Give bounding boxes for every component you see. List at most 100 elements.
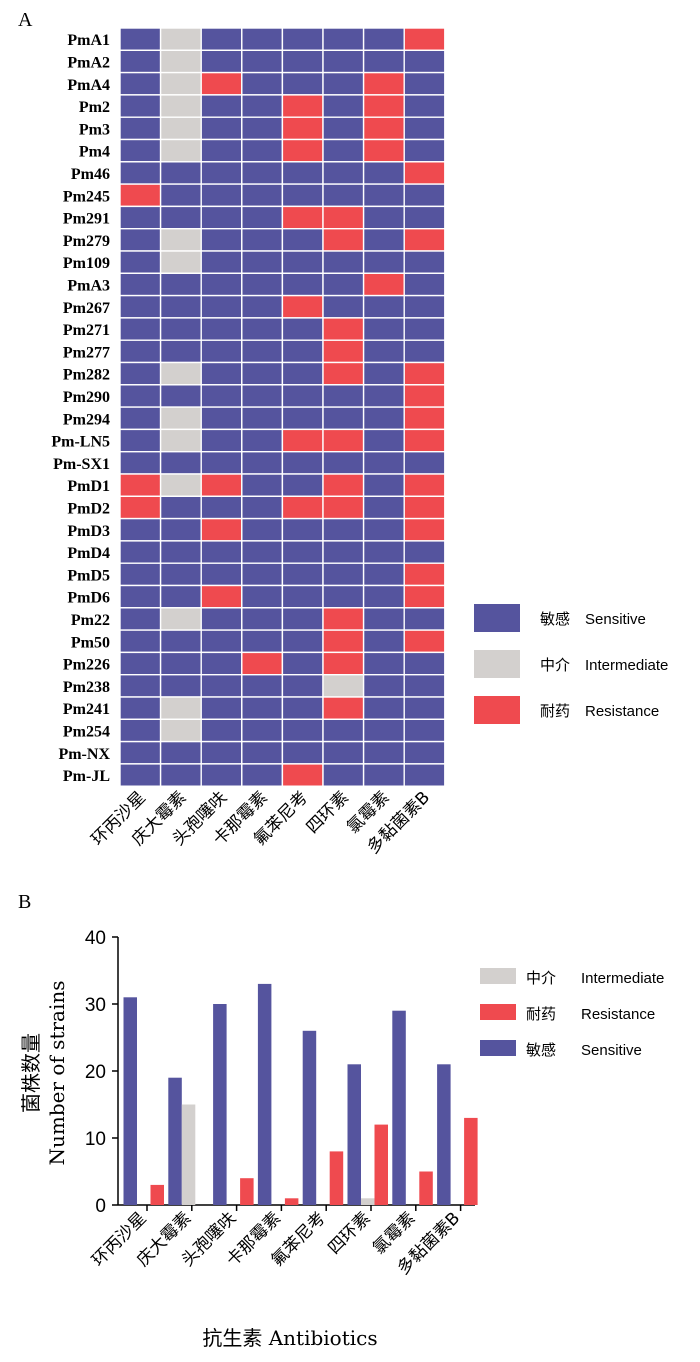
heatmap-cell: [281, 317, 324, 341]
heatmap-cell: [119, 740, 162, 765]
heatmap-cell: [119, 384, 162, 408]
heatmap-row-label: Pm238: [63, 679, 110, 696]
panel-b-label: B: [18, 891, 31, 913]
heatmap-cell: [119, 71, 162, 96]
heatmap-cell: [200, 629, 243, 654]
heatmap-cell: [159, 116, 202, 141]
bar-resistance: [284, 1198, 299, 1205]
y-tick-label: 30: [85, 995, 106, 1016]
heatmap-cell: [362, 384, 405, 408]
heatmap-row-label: PmD1: [67, 478, 110, 495]
heatmap-cell: [241, 27, 284, 51]
heatmap-cell: [322, 562, 365, 587]
heatmap-cell: [159, 205, 202, 230]
heatmap-row-label: PmA2: [67, 54, 110, 71]
heatmap-cell: [159, 451, 202, 475]
heatmap-cell: [403, 250, 446, 274]
legend-label-en: Intermediate: [585, 657, 668, 674]
heatmap-cell: [200, 339, 243, 364]
heatmap-cell: [322, 517, 365, 542]
heatmap-row-label: Pm279: [63, 233, 110, 250]
heatmap-cell: [322, 651, 365, 676]
heatmap-cell: [200, 428, 243, 453]
heatmap-cell: [200, 183, 243, 208]
heatmap-row-label: Pm3: [79, 121, 110, 138]
bar-sensitive: [168, 1077, 182, 1205]
heatmap-cell: [241, 250, 284, 274]
legend-label-zh: 耐药: [540, 702, 570, 720]
y-tick-label: 40: [85, 928, 106, 949]
heatmap-cell: [159, 517, 202, 542]
heatmap-cell: [200, 696, 243, 720]
bar-sensitive: [347, 1064, 361, 1205]
heatmap-cell: [403, 384, 446, 408]
heatmap-cell: [200, 49, 243, 74]
heatmap-cell: [281, 250, 324, 274]
heatmap-cell: [241, 406, 284, 431]
heatmap-cell: [322, 696, 365, 720]
heatmap-cell: [159, 651, 202, 676]
legend-swatch: [480, 1040, 516, 1056]
heatmap-cell: [403, 696, 446, 720]
heatmap-cell: [403, 718, 446, 743]
heatmap-cell: [322, 674, 365, 698]
heatmap-cell: [119, 250, 162, 274]
legend-swatch: [474, 650, 520, 678]
heatmap-cell: [362, 562, 405, 587]
y-axis-title-zh: 菌株数量: [19, 1033, 43, 1113]
heatmap-cell: [281, 406, 324, 431]
heatmap-cell: [322, 763, 365, 787]
heatmap-cell: [322, 473, 365, 497]
heatmap-cell: [241, 183, 284, 208]
heatmap-cell: [119, 674, 162, 698]
heatmap-cell: [362, 138, 405, 163]
legend-swatch: [474, 604, 520, 632]
heatmap-cell: [241, 361, 284, 386]
legend-swatch: [474, 696, 520, 724]
heatmap-cell: [403, 607, 446, 631]
heatmap-column-label: 四环素: [303, 788, 353, 838]
heatmap-cell: [159, 763, 202, 787]
heatmap-cell: [200, 71, 243, 96]
heatmap-cell: [281, 183, 324, 208]
bar-sensitive: [213, 1004, 227, 1205]
heatmap-cell: [403, 495, 446, 520]
heatmap-cell: [119, 584, 162, 609]
heatmap-cell: [322, 451, 365, 475]
heatmap-cell: [362, 740, 405, 765]
heatmap-cell: [241, 651, 284, 676]
legend-label-zh: 敏感: [526, 1041, 556, 1059]
heatmap-cell: [159, 607, 202, 631]
bar-sensitive: [123, 997, 137, 1205]
heatmap-cell: [200, 116, 243, 141]
heatmap-row-label: Pm254: [63, 723, 110, 740]
heatmap-cell: [362, 495, 405, 520]
heatmap-cell: [322, 607, 365, 631]
legend-swatch: [480, 968, 516, 984]
heatmap-cell: [362, 317, 405, 341]
heatmap-cell: [159, 428, 202, 453]
heatmap-cell: [362, 428, 405, 453]
y-tick-label: 10: [85, 1129, 106, 1150]
heatmap-cell: [159, 562, 202, 587]
heatmap-cell: [362, 294, 405, 319]
heatmap-cell: [241, 517, 284, 542]
heatmap-cell: [322, 339, 365, 364]
heatmap-cell: [200, 607, 243, 631]
heatmap-cell: [403, 294, 446, 319]
heatmap-cell: [403, 584, 446, 609]
heatmap-cell: [322, 718, 365, 743]
heatmap-cell: [119, 517, 162, 542]
heatmap-cell: [119, 183, 162, 208]
heatmap-cell: [362, 584, 405, 609]
legend-label-en: Resistance: [581, 1006, 655, 1023]
heatmap-cell: [362, 651, 405, 676]
heatmap-row-label: Pm-SX1: [53, 456, 110, 473]
heatmap-cell: [281, 696, 324, 720]
heatmap-cell: [159, 361, 202, 386]
heatmap-cell: [362, 451, 405, 475]
bar-resistance: [374, 1124, 388, 1205]
heatmap-cell: [241, 116, 284, 141]
heatmap-cell: [403, 94, 446, 118]
